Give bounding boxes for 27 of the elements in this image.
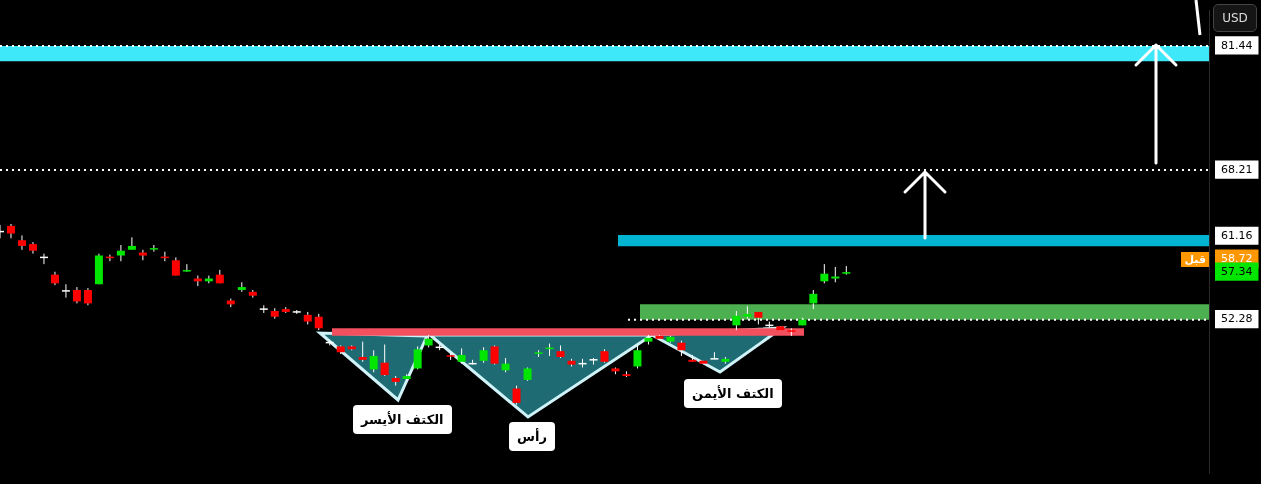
y-tick-label: 81.44 — [1221, 38, 1253, 52]
y-tick-label: 58.72 — [1221, 252, 1253, 266]
y-tick-label: 68.21 — [1221, 162, 1253, 176]
candlestick — [171, 256, 180, 277]
candlestick — [116, 244, 125, 262]
annotation: رأس — [509, 422, 555, 451]
y-tick-label: 61.16 — [1221, 229, 1253, 243]
candlestick — [820, 263, 829, 284]
candlestick — [149, 244, 158, 253]
candlestick — [138, 249, 147, 261]
candlestick — [369, 349, 378, 373]
annotation: الكتف الأيمن — [684, 379, 782, 408]
candlestick — [380, 344, 389, 377]
candlestick — [809, 289, 818, 310]
annotation: الكتف الأيسر — [353, 405, 452, 434]
candlestick — [17, 234, 26, 251]
y-axis-title: USD — [1213, 4, 1257, 32]
y-tick-label: 52.28 — [1221, 312, 1253, 326]
candlestick — [358, 341, 367, 363]
candlestick — [61, 283, 70, 299]
candlestick — [512, 385, 521, 406]
y-tick-label: 57.34 — [1221, 264, 1253, 278]
candlestick — [633, 344, 642, 369]
candlestick — [127, 236, 136, 251]
candlestick — [490, 344, 499, 366]
annotation: قبل — [1181, 251, 1209, 267]
candlestick — [413, 345, 422, 370]
